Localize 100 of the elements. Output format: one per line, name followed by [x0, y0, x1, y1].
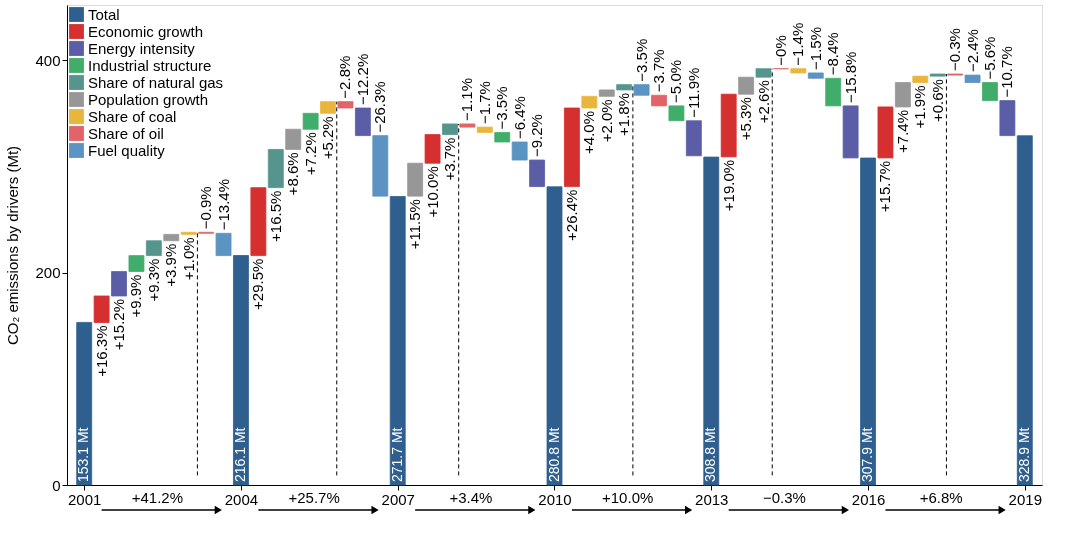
- legend-label: Total: [88, 5, 120, 23]
- bar: [424, 134, 441, 164]
- bar: [302, 112, 319, 130]
- x-tick-label: 2001: [68, 490, 102, 508]
- legend-label: Economic growth: [88, 22, 204, 40]
- text: +10.0%: [423, 166, 441, 218]
- text: +6.8%: [919, 489, 963, 506]
- text: −8.4%: [824, 32, 842, 76]
- bar: [529, 159, 545, 187]
- bar: [494, 132, 511, 143]
- bar: [755, 68, 772, 78]
- bar: [982, 82, 998, 101]
- bar: [285, 128, 302, 150]
- text: +16.3%: [92, 325, 110, 377]
- legend-label: Share of coal: [88, 107, 177, 125]
- bar: [860, 157, 876, 486]
- text: −3.7%: [650, 49, 668, 93]
- bar: [616, 84, 633, 91]
- bar: [842, 105, 859, 159]
- legend-label: Share of oil: [88, 124, 164, 142]
- text: +15.7%: [876, 160, 894, 213]
- text: +4.0%: [580, 111, 598, 154]
- bar: [964, 74, 981, 83]
- text: −10.7%: [998, 46, 1016, 98]
- text: −13.4%: [214, 179, 232, 231]
- bar: [267, 149, 284, 189]
- bar: [163, 233, 180, 242]
- text: −0.9%: [197, 186, 215, 230]
- y-tick-label: 400: [35, 51, 61, 69]
- legend-label: Industrial structure: [88, 56, 212, 74]
- text: −3.5%: [493, 86, 511, 130]
- x-tick-label: 2016: [851, 490, 886, 508]
- legend-label: Energy intensity: [88, 39, 196, 57]
- bar: [633, 84, 650, 96]
- bar: [354, 107, 371, 137]
- bar: [511, 141, 528, 161]
- text: 153.1 Mt: [75, 427, 92, 482]
- bar: [407, 162, 424, 197]
- text: −5.6%: [980, 36, 998, 80]
- text: +10.0%: [602, 489, 654, 506]
- text: −2.8%: [336, 55, 354, 99]
- bar: [651, 94, 667, 107]
- bar: [703, 156, 720, 486]
- text: −1.5%: [806, 27, 824, 70]
- text: +41.2%: [131, 489, 183, 506]
- text: +7.2%: [301, 132, 319, 176]
- text: +3.9%: [162, 243, 180, 287]
- text: 308.8 Mt: [702, 427, 719, 482]
- bar: [93, 295, 110, 323]
- text: +1.8%: [615, 92, 633, 136]
- bar: [476, 126, 493, 133]
- text: +0.6%: [928, 79, 946, 123]
- legend-label: Population growth: [88, 90, 209, 108]
- bar: [581, 95, 598, 109]
- text: +9.3%: [144, 258, 162, 302]
- text: −0.3%: [762, 489, 806, 506]
- bar: [372, 135, 389, 197]
- bar: [546, 186, 563, 486]
- bar: [459, 123, 476, 128]
- bar: [111, 271, 127, 297]
- bar: [1016, 135, 1033, 486]
- text: −2.4%: [963, 29, 981, 73]
- y-axis-title: CO₂ emissions by drivers (Mt): [4, 145, 22, 346]
- bar: [825, 77, 842, 107]
- text: +1.0%: [179, 237, 197, 281]
- text: +16.5%: [266, 190, 284, 242]
- text: +1.9%: [911, 85, 929, 129]
- bar: [720, 93, 737, 158]
- text: +8.6%: [284, 152, 302, 196]
- x-tick-label: 2013: [695, 490, 729, 508]
- text: +11.5%: [406, 199, 424, 250]
- bar: [685, 120, 702, 157]
- text: −0.3%: [946, 28, 964, 72]
- y-tick-label: 0: [52, 476, 61, 494]
- text: +29.5%: [249, 258, 267, 310]
- bar: [233, 255, 249, 486]
- bar: [807, 72, 824, 79]
- text: −9.2%: [528, 114, 546, 158]
- text: +3.4%: [449, 489, 493, 506]
- text: +2.0%: [597, 99, 615, 143]
- text: −12.2%: [353, 53, 371, 106]
- bar: [912, 75, 929, 83]
- bar: [76, 322, 93, 486]
- text: −26.3%: [371, 81, 389, 133]
- bar: [999, 100, 1016, 137]
- legend-label: Fuel quality: [88, 141, 166, 159]
- text: −15.8%: [841, 51, 859, 103]
- bar: [128, 255, 145, 272]
- bar: [929, 73, 946, 77]
- bar: [180, 231, 197, 235]
- x-tick-label: 2004: [224, 490, 259, 508]
- x-tick-label: 2010: [538, 490, 572, 508]
- text: −5.0%: [667, 59, 685, 103]
- x-tick-label: 2007: [381, 490, 415, 508]
- text: −1.4%: [789, 22, 807, 66]
- text: −6.4%: [510, 96, 528, 139]
- bar: [668, 105, 685, 122]
- text: 328.9 Mt: [1015, 427, 1032, 482]
- bar: [215, 232, 232, 257]
- text: −0%: [771, 35, 789, 66]
